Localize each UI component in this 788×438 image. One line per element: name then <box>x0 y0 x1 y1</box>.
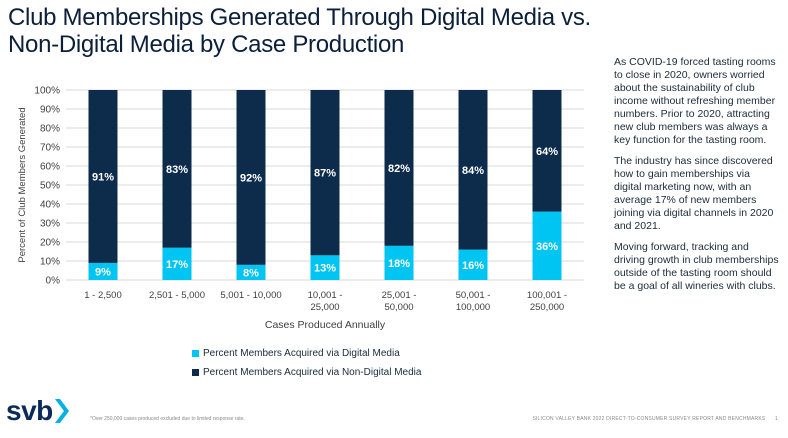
y-tick-label: 90% <box>40 105 60 116</box>
data-label-non-digital: 91% <box>92 171 114 183</box>
svb-logo: svb <box>6 395 69 426</box>
y-tick-label: 10% <box>40 257 60 268</box>
y-tick-label: 80% <box>40 124 60 135</box>
bar-non-digital <box>310 90 340 256</box>
report-title: SILICON VALLEY BANK 2022 DIRECT-TO-CONSU… <box>532 416 766 422</box>
data-label-digital: 9% <box>95 266 111 278</box>
bar-non-digital <box>458 90 488 250</box>
data-label-digital: 18% <box>388 258 410 270</box>
bar-digital <box>310 255 340 280</box>
logo-text: svb <box>6 395 53 426</box>
bar-non-digital <box>384 90 414 246</box>
data-label-digital: 17% <box>166 259 188 271</box>
legend-item-digital: Percent Members Acquired via Digital Med… <box>192 348 421 359</box>
data-label-digital: 8% <box>243 267 259 279</box>
y-tick-label: 60% <box>40 162 60 173</box>
x-tick-label: 10,001 - <box>308 290 343 301</box>
page-title: Club Memberships Generated Through Digit… <box>8 4 591 58</box>
y-tick-label: 70% <box>40 143 60 154</box>
bar-digital <box>532 211 562 280</box>
y-tick-label: 100% <box>34 86 60 97</box>
bar-non-digital <box>532 90 562 212</box>
bar-non-digital <box>162 90 192 248</box>
chevron-right-icon <box>54 399 69 423</box>
data-label-non-digital: 92% <box>240 172 262 184</box>
data-label-non-digital: 83% <box>166 164 188 176</box>
x-tick-label: 250,000 <box>530 302 564 313</box>
x-axis-label: Cases Produced Annually <box>265 319 386 331</box>
bar-digital <box>162 247 192 280</box>
chart-svg: 0% 10% 20% 30% 40% 50% 60% 70% 80% 90% 100% Percent… <box>17 86 584 331</box>
page-number: 1 <box>775 416 778 422</box>
y-tick-label: 50% <box>40 181 60 192</box>
bar-digital <box>458 249 488 280</box>
commentary-paragraph-2: The industry has since discovered how to… <box>614 155 774 232</box>
x-tick-label: 5,001 - 10,000 <box>220 290 281 301</box>
x-tick-label: 2,501 - 5,000 <box>149 290 205 301</box>
x-tick-label: 100,000 <box>456 302 490 313</box>
x-tick-label: 1 - 2,500 <box>84 290 122 301</box>
x-tick-label: 50,000 <box>384 302 413 313</box>
bar-digital <box>88 262 118 280</box>
data-label-non-digital: 87% <box>314 168 336 180</box>
y-tick-label: 40% <box>40 200 60 211</box>
data-label-non-digital: 64% <box>536 146 558 158</box>
bar-digital <box>384 245 414 280</box>
data-label-digital: 16% <box>462 260 484 272</box>
footnote: *Over 250,000 cases produced excluded du… <box>90 416 245 422</box>
data-label-digital: 13% <box>314 263 336 275</box>
bar-digital <box>236 264 266 280</box>
legend-label-non-digital: Percent Members Acquired via Non-Digital… <box>203 367 422 378</box>
y-tick-label: 20% <box>40 238 60 249</box>
report-footer: SILICON VALLEY BANK 2022 DIRECT-TO-CONSU… <box>524 416 778 422</box>
bar-non-digital <box>236 90 266 265</box>
commentary-panel: As COVID-19 forced tasting rooms to clos… <box>614 56 780 301</box>
y-tick-label: 0% <box>46 276 61 287</box>
stacked-bar-chart: 0% 10% 20% 30% 40% 50% 60% 70% 80% 90% 100% Percent… <box>0 70 600 390</box>
x-tick-label: 50,001 - <box>456 290 491 301</box>
legend-swatch-non-digital <box>192 369 199 376</box>
y-tick-label: 30% <box>40 219 60 230</box>
x-tick-label: 100,001 - <box>527 290 567 301</box>
commentary-paragraph-1: As COVID-19 forced tasting rooms to clos… <box>614 56 776 146</box>
legend-item-non-digital: Percent Members Acquired via Non-Digital… <box>192 367 421 378</box>
legend-swatch-digital <box>192 350 199 357</box>
legend-label-digital: Percent Members Acquired via Digital Med… <box>203 348 400 359</box>
x-tick-label: 25,000 <box>310 302 339 313</box>
y-axis-label: Percent of Club Members Generated <box>17 107 28 262</box>
data-label-non-digital: 82% <box>388 163 410 175</box>
x-tick-label: 25,001 - <box>382 290 417 301</box>
data-label-non-digital: 84% <box>462 165 484 177</box>
chart-legend: Percent Members Acquired via Digital Med… <box>192 348 421 386</box>
bar-non-digital <box>88 90 118 263</box>
commentary-paragraph-3: Moving forward, tracking and driving gro… <box>614 241 779 292</box>
data-label-digital: 36% <box>536 241 558 253</box>
